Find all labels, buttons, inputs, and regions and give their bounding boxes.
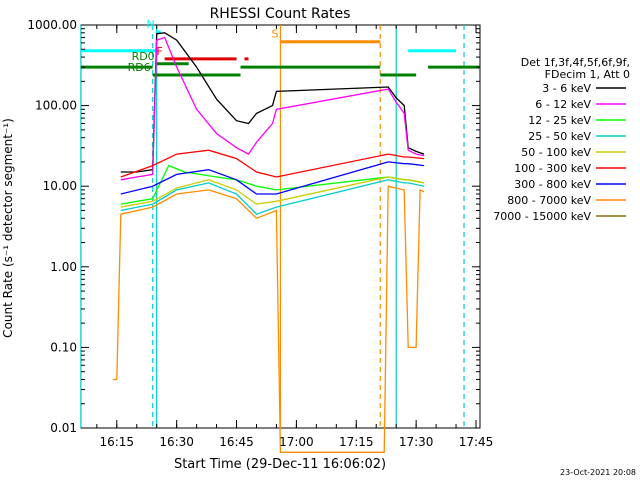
y-axis-label: Count Rate (s⁻¹ detector segment⁻¹) (1, 118, 15, 338)
series-line (120, 149, 425, 178)
y-tick-label: 1000.00 (27, 18, 77, 32)
legend-header-line-1: Det 1f,3f,4f,5f,6f,9f, (521, 56, 630, 69)
y-tick-label: 100.00 (35, 99, 77, 113)
legend-entry-label: 6 - 12 keV (535, 98, 591, 111)
x-axis-label: Start Time (29-Dec-11 16:06:02) (174, 457, 386, 472)
series-line (112, 185, 425, 453)
series-line (120, 164, 425, 205)
x-tick-label: 17:15 (339, 435, 374, 449)
y-tick-label: 10.00 (43, 179, 77, 193)
y-tick-label: 1.00 (50, 260, 77, 274)
legend-entry-label: 300 - 800 keV (514, 178, 591, 191)
x-tick-label: 16:30 (159, 435, 194, 449)
x-tick-label: 16:15 (99, 435, 134, 449)
legend-entry-label: 12 - 25 keV (528, 114, 591, 127)
legend-entry-label: 100 - 300 keV (514, 162, 591, 175)
series-line (120, 161, 425, 195)
axis-layer: 0.01 0.10 1.00 10.00 100.00 1000.00 16:15 16:30… (27, 18, 493, 449)
x-tick-label: 17:30 (399, 435, 434, 449)
series-layer (112, 32, 425, 453)
flag-label: S (271, 28, 278, 41)
legend-entry-label: 3 - 6 keV (542, 82, 591, 95)
y-tick-label: 0.10 (50, 340, 77, 354)
flag-label: F (156, 45, 162, 58)
series-line (120, 176, 425, 208)
legend-entry-label: 7000 - 15000 keV (493, 210, 591, 223)
legend-entry-label: 50 - 100 keV (521, 146, 591, 159)
x-tick-label: 17:00 (279, 435, 314, 449)
legend-entry-label: 25 - 50 keV (528, 130, 591, 143)
series-line (120, 179, 425, 215)
chart-title: RHESSI Count Rates (210, 6, 351, 22)
flag-label: N (146, 18, 154, 31)
legend-entry-label: 800 - 7000 keV (507, 194, 591, 207)
flag-label: RD6 (128, 61, 151, 74)
x-tick-label: 17:45 (459, 435, 494, 449)
legend-header-line-2: FDecim 1, Att 0 (545, 68, 630, 81)
series-line (120, 36, 425, 181)
flag-label: RD0 (132, 50, 155, 63)
footer-timestamp: 23-Oct-2021 20:08 (560, 468, 636, 477)
x-tick-label: 16:45 (219, 435, 254, 449)
legend: Det 1f,3f,4f,5f,6f,9f, FDecim 1, Att 0 3… (493, 56, 630, 223)
y-tick-label: 0.01 (50, 421, 77, 435)
series-line (120, 32, 425, 173)
